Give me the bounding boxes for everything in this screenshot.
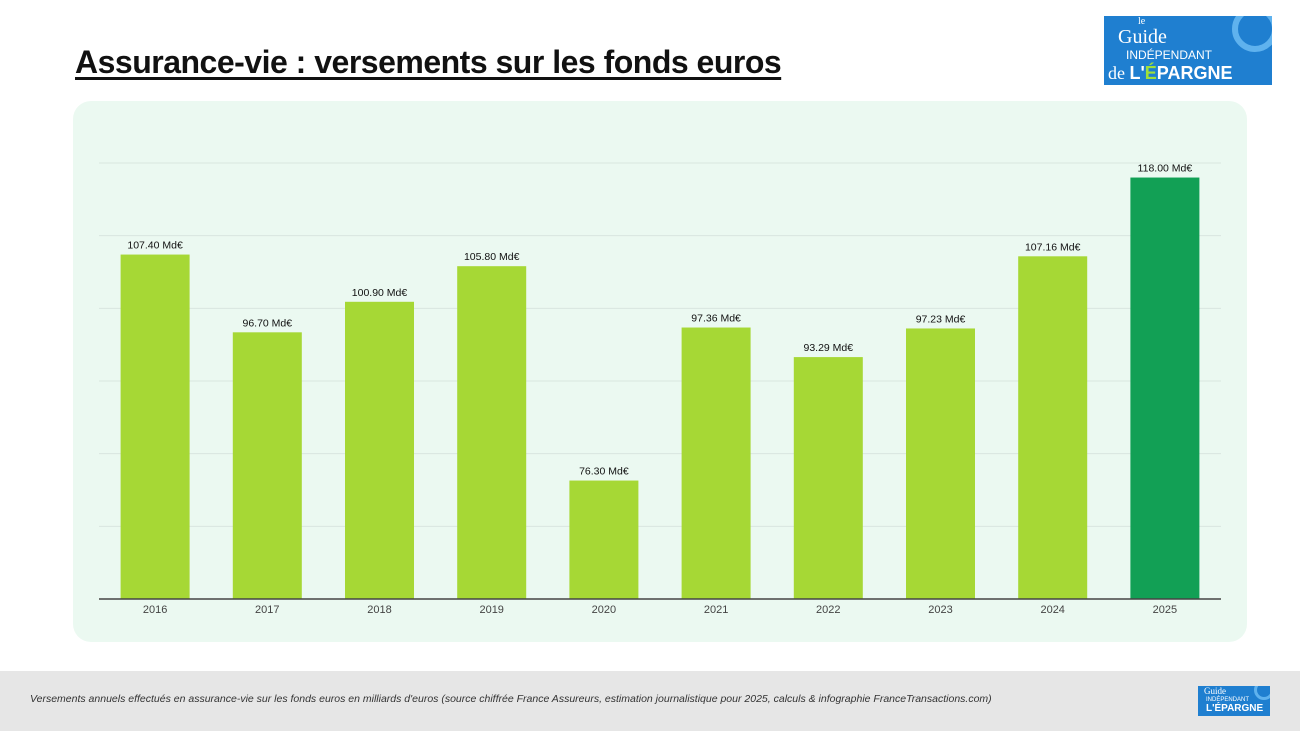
data-label: 105.80 Md€: [464, 251, 520, 263]
x-tick-label: 2022: [816, 604, 840, 616]
bar-2017: [232, 332, 302, 599]
bar-2025: [1130, 177, 1200, 600]
x-tick-label: 2020: [592, 604, 616, 616]
page-title: Assurance-vie : versements sur les fonds…: [75, 44, 782, 80]
bar-2018: [345, 301, 414, 599]
bar-2022: [793, 357, 863, 599]
bar-2023: [906, 328, 975, 599]
data-label: 97.23 Md€: [916, 313, 966, 325]
data-label: 107.40 Md€: [127, 240, 183, 252]
data-label: 118.00 Md€: [1138, 163, 1193, 175]
x-tick-label: 2018: [367, 604, 391, 616]
data-label: 76.30 Md€: [579, 466, 629, 478]
x-tick-label: 2017: [255, 604, 279, 616]
footer-logo: Guide INDÉPENDANT L'ÉPARGNE: [1198, 686, 1270, 716]
x-tick-label: 2019: [479, 604, 503, 616]
bar-2021: [681, 327, 751, 599]
data-label: 96.70 Md€: [242, 317, 292, 329]
data-label: 97.36 Md€: [691, 313, 741, 325]
bar-2019: [457, 266, 527, 599]
x-tick-label: 2016: [143, 604, 167, 616]
x-tick-label: 2023: [928, 604, 952, 616]
x-tick-label: 2024: [1040, 604, 1064, 616]
x-tick-label: 2025: [1153, 604, 1177, 616]
bar-2020: [569, 480, 639, 599]
bar-2016: [120, 254, 190, 599]
data-label: 107.16 Md€: [1025, 241, 1081, 253]
footer: Versements annuels effectués en assuranc…: [0, 671, 1300, 731]
brand-logo: le Guide INDÉPENDANT de L'ÉPARGNE: [1104, 16, 1272, 85]
data-label: 100.90 Md€: [352, 287, 408, 299]
x-tick-label: 2021: [704, 604, 728, 616]
data-label: 93.29 Md€: [803, 342, 853, 354]
bar-2024: [1018, 256, 1088, 599]
source-note: Versements annuels effectués en assuranc…: [30, 693, 992, 705]
